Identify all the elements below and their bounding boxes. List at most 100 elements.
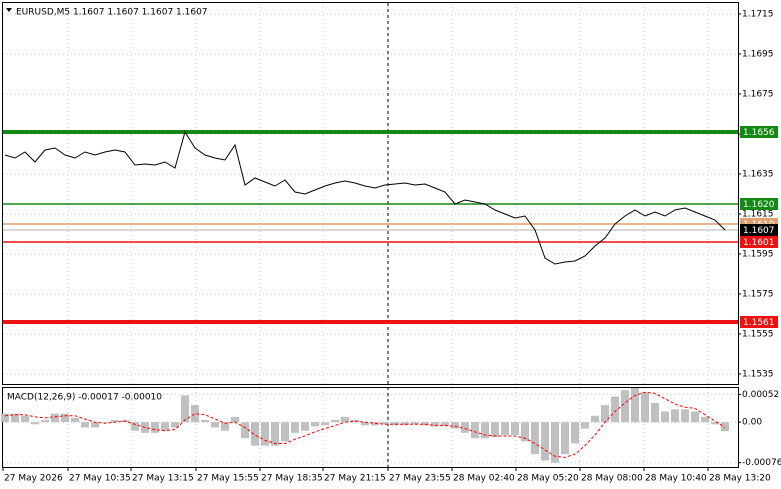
histogram-bar [681, 409, 689, 423]
y-tick-label: 1.1695 [742, 50, 774, 60]
histogram-bar [231, 416, 239, 423]
histogram-bar [161, 422, 169, 431]
y-tick-label: 1.1715 [742, 10, 774, 20]
histogram-bar [301, 422, 309, 431]
histogram-bar [361, 422, 369, 426]
histogram-bar [51, 413, 59, 423]
histogram-bar [151, 422, 159, 433]
panel-title: EURUSD,M5 1.1607 1.1607 1.1607 1.1607 [16, 8, 208, 18]
histogram-bar [491, 422, 499, 438]
level-label: 1.1656 [743, 128, 775, 138]
histogram-bar [391, 422, 399, 426]
histogram-bar [311, 422, 319, 427]
histogram-bar [421, 422, 429, 426]
histogram-bar [61, 413, 69, 423]
histogram-bar [481, 422, 489, 439]
histogram-bar [251, 422, 259, 446]
x-tick-label: 27 May 10:35 [69, 474, 131, 484]
histogram-bar [471, 422, 479, 439]
x-tick-label: 28 May 08:00 [581, 474, 643, 484]
panel-title: MACD(12,26,9) -0.00017 -0.00010 [7, 393, 162, 403]
histogram-bar [701, 416, 709, 423]
histogram-bar [591, 415, 599, 423]
histogram-bar [411, 422, 419, 425]
histogram-bar [41, 420, 49, 423]
x-tick-label: 28 May 05:20 [517, 474, 579, 484]
price-line [4, 130, 726, 265]
histogram-bar [661, 411, 669, 423]
x-tick-label: 27 May 15:55 [197, 474, 259, 484]
histogram-bar [651, 402, 659, 423]
x-tick-label: 27 May 18:35 [261, 474, 323, 484]
x-tick-label: 27 May 13:15 [132, 474, 194, 484]
histogram-bar [431, 422, 439, 427]
histogram-bar [451, 422, 459, 429]
y-tick-label: 1.1675 [742, 90, 774, 100]
histogram-bar [351, 420, 359, 423]
x-tick-label: 28 May 13:20 [709, 474, 771, 484]
x-tick-label: 28 May 10:40 [645, 474, 707, 484]
x-tick-label: 27 May 21:15 [324, 474, 386, 484]
histogram-bar [711, 422, 719, 425]
histogram-bar [291, 422, 299, 433]
histogram-bar [621, 390, 629, 423]
histogram-bar [341, 416, 349, 423]
histogram-bar [571, 422, 579, 444]
grid-layer: 1.17151.16951.16751.16551.16351.16151.15… [3, 3, 781, 468]
histogram-bar [541, 422, 549, 461]
histogram-bar [631, 388, 639, 423]
level-label-box [740, 236, 778, 248]
current-price-box [740, 224, 778, 236]
y-tick-label: 0.00052 [742, 390, 779, 400]
histogram-bar [91, 422, 99, 428]
y-tick-label: 1.1535 [742, 370, 774, 380]
histogram-bar [611, 396, 619, 423]
x-tick-label: 27 May 23:55 [389, 474, 451, 484]
histogram-bar [401, 422, 409, 426]
histogram-bar [271, 422, 279, 446]
signal-line [4, 391, 726, 458]
histogram-bar [81, 422, 89, 428]
x-tick-label: 28 May 02:40 [453, 474, 515, 484]
histogram-bar [721, 422, 729, 432]
histogram-bar [31, 422, 39, 425]
histogram-bar [191, 405, 199, 423]
level-label: 1.1620 [743, 200, 775, 210]
histogram-bar [211, 422, 219, 428]
level-label-box [740, 198, 778, 210]
histogram-bar [261, 422, 269, 446]
labels-layer: EURUSD,M5 1.1607 1.1607 1.1607 1.1607 1.1… [2, 8, 778, 484]
histogram-bar [501, 422, 509, 435]
x-tick-label: 27 May 2026 [4, 474, 63, 484]
histogram-bar [101, 422, 109, 423]
histogram-bar [521, 422, 529, 442]
histogram-bar [441, 422, 449, 427]
level-label: 1.1561 [743, 318, 775, 328]
histogram-bar [171, 422, 179, 428]
histogram-bar [331, 420, 339, 423]
histogram-bar [201, 420, 209, 423]
title-triangle [6, 8, 12, 12]
marks-layer [1, 130, 738, 463]
histogram-bar [111, 420, 119, 423]
current-price-label: 1.1607 [743, 226, 775, 236]
histogram-bar [641, 392, 649, 423]
histogram-bar [511, 422, 519, 435]
histogram-bar [461, 422, 469, 433]
level-label-box [740, 126, 778, 138]
histogram-bar [71, 417, 79, 423]
main-frame [2, 2, 739, 385]
y-tick-label: 1.1575 [742, 290, 774, 300]
y-tick-label: -0.00076 [742, 458, 781, 468]
macd-frame [2, 387, 739, 468]
histogram-bar [281, 422, 289, 442]
histogram-bar [321, 422, 329, 426]
y-tick-label: 1.1555 [742, 330, 774, 340]
level-label-box [740, 316, 778, 328]
histogram-bar [21, 415, 29, 423]
histogram-bar [131, 422, 139, 431]
histogram-bar [221, 422, 229, 431]
histogram-bar [371, 422, 379, 426]
